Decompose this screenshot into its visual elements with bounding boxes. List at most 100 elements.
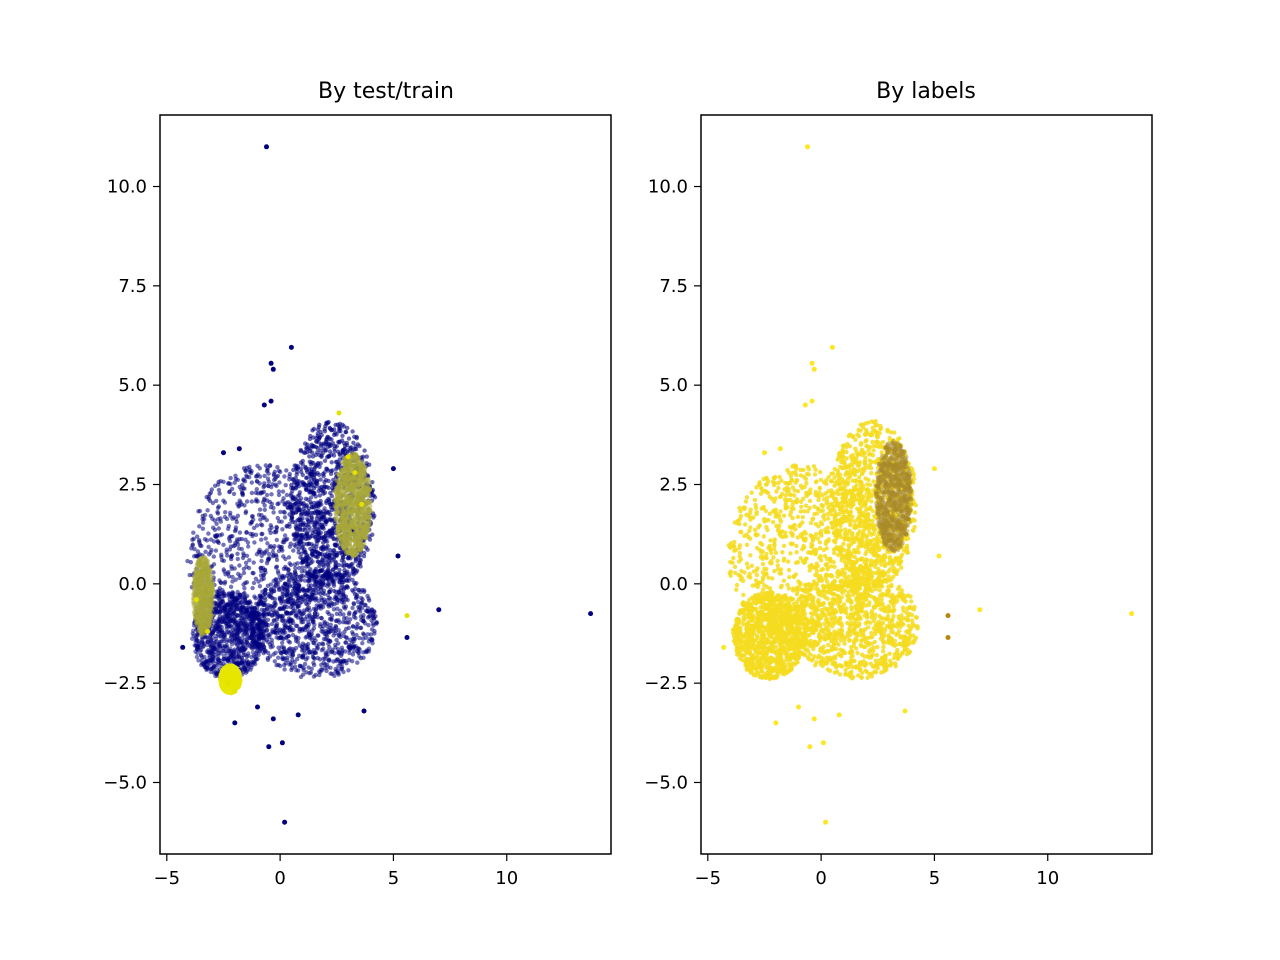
data-point [211,570,216,575]
data-point [292,542,297,548]
data-point [272,629,277,635]
data-point [358,589,363,595]
plot-area [180,144,594,825]
data-point [205,579,210,584]
data-point [290,477,295,482]
data-point [276,655,281,660]
data-point [290,632,296,638]
data-point [194,654,200,660]
data-point [351,645,356,650]
data-point [203,549,208,554]
data-point [257,474,263,479]
data-point [300,458,305,464]
data-point [254,645,259,650]
data-point [285,655,290,660]
data-point [365,547,370,552]
data-point [336,672,341,677]
data-point [234,537,240,542]
data-point [227,547,233,552]
data-point [259,558,264,564]
data-point [244,624,249,629]
data-point [308,649,313,654]
data-point [215,482,221,487]
data-point [346,508,351,513]
data-point [297,516,302,521]
data-point [356,650,361,655]
data-point [310,619,316,625]
data-point [204,658,209,663]
data-point [355,621,360,627]
data-point [219,558,225,563]
data-point [274,564,280,569]
data-point [239,546,244,552]
data-point [220,616,225,621]
data-point [351,440,356,445]
data-point [348,617,353,622]
data-point [317,657,323,662]
data-point [368,504,373,509]
data-point [301,450,307,455]
data-point [345,425,350,431]
data-point [319,662,324,667]
data-point [241,591,246,597]
data-point [334,466,339,472]
data-point [251,660,257,665]
data-point [323,561,328,566]
data-point [332,626,337,631]
data-point [281,586,287,591]
data-point [277,480,282,485]
data-point [235,477,240,482]
data-point [278,509,283,515]
data-point [327,555,332,560]
data-point [216,504,221,509]
data-point [254,479,260,484]
data-point [265,465,270,471]
data-point [326,453,331,459]
data-point [296,565,302,571]
data-point [200,655,205,660]
data-point [318,443,324,448]
data-point [284,635,289,640]
data-point [350,577,355,583]
data-point [358,512,363,517]
data-point [352,446,357,452]
data-point [304,643,309,648]
data-point [327,449,333,454]
data-point [344,473,349,478]
data-point [198,582,204,587]
data-point [249,480,254,485]
data-point [221,498,226,503]
data-point [318,448,323,453]
data-point [209,639,214,645]
data-point [315,503,321,508]
data-point [192,571,197,576]
data-point [216,517,221,522]
data-point [262,591,268,596]
data-point [206,544,211,550]
data-point [324,437,329,443]
data-point [312,467,317,472]
data-point [234,641,239,647]
data-point [253,490,259,495]
data-point [271,552,276,558]
data-point [337,490,343,495]
data-point [211,575,216,580]
data-point [273,625,278,630]
data-point [334,657,340,662]
data-point [349,524,354,529]
data-point [349,481,355,487]
data-point [336,562,341,568]
data-point [245,609,250,614]
data-point [259,646,264,652]
data-point [291,494,296,500]
data-point [346,550,351,556]
data-point [332,431,338,436]
data-point [276,489,282,494]
subplot-by-test-train: By test/train −5 0 5 10 −5.0−2.50.02.55.07.… [103,79,612,889]
data-point [329,507,335,513]
data-point [322,442,328,447]
data-point [327,639,333,644]
data-point [295,639,301,645]
data-point [251,580,257,586]
data-point [364,461,369,466]
